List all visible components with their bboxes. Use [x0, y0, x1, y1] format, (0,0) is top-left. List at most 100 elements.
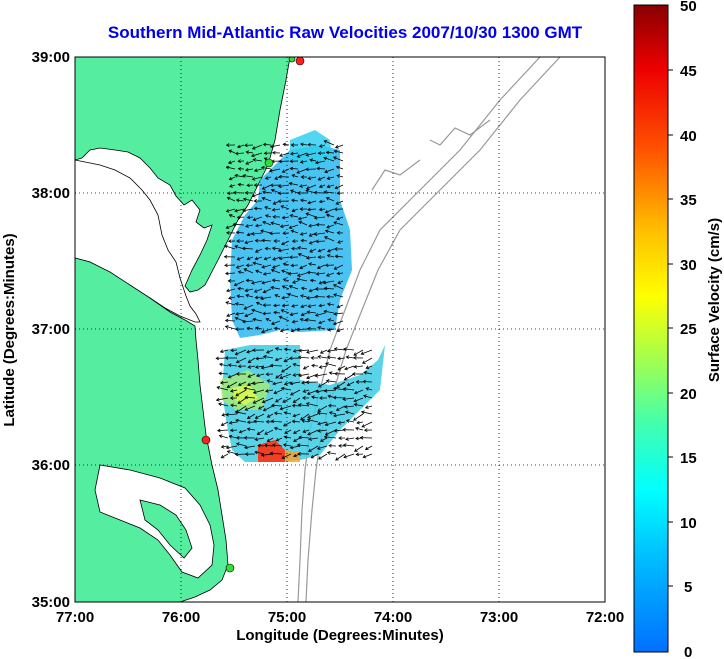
- velocity-arrow: [290, 381, 301, 385]
- velocity-arrow: [354, 403, 364, 407]
- velocity-arrow: [315, 240, 326, 242]
- velocity-arrow-head: [265, 350, 270, 354]
- velocity-arrow: [344, 373, 355, 381]
- velocity-arrow: [299, 436, 310, 439]
- radar-site-marker[interactable]: [295, 57, 305, 66]
- velocity-arrows: [215, 140, 373, 461]
- velocity-arrow-head: [306, 270, 311, 275]
- velocity-arrow: [275, 357, 283, 361]
- velocity-arrow: [235, 419, 247, 423]
- velocity-arrow-head: [309, 249, 313, 253]
- velocity-arrow-head: [314, 287, 319, 291]
- velocity-arrow: [265, 214, 272, 218]
- velocity-arrow: [243, 268, 254, 274]
- velocity-arrow-head: [219, 349, 224, 354]
- velocity-arrow: [261, 365, 274, 369]
- velocity-arrow: [291, 304, 299, 307]
- velocity-arrow: [242, 247, 254, 250]
- velocity-arrow: [327, 452, 337, 455]
- velocity-arrow-head: [235, 442, 240, 446]
- velocity-arrow-head: [333, 266, 338, 270]
- velocity-arrow: [282, 216, 290, 219]
- velocity-arrow: [293, 397, 301, 403]
- velocity-arrow-head: [355, 452, 360, 457]
- velocity-arrow: [303, 365, 310, 370]
- velocity-arrow: [314, 232, 326, 235]
- velocity-arrow-head: [323, 190, 328, 194]
- velocity-arrow: [318, 176, 326, 181]
- radar-site-marker[interactable]: [225, 563, 235, 573]
- velocity-arrow: [270, 144, 281, 148]
- velocity-arrow: [253, 159, 263, 162]
- velocity-arrow-head: [273, 326, 278, 331]
- velocity-arrow-head: [247, 374, 252, 378]
- velocity-arrow: [254, 207, 263, 210]
- velocity-arrow: [356, 421, 364, 424]
- velocity-arrow-head: [242, 197, 247, 202]
- velocity-arrow-head: [235, 359, 240, 364]
- velocity-arrow-head: [269, 363, 274, 368]
- velocity-arrow-head: [335, 165, 340, 170]
- velocity-arrow-head: [237, 182, 242, 187]
- velocity-arrow-head: [279, 375, 284, 380]
- velocity-arrow-head: [282, 399, 286, 403]
- radar-site-marker[interactable]: [288, 56, 296, 63]
- radar-site-marker[interactable]: [264, 158, 274, 168]
- radar-site-marker[interactable]: [201, 435, 211, 445]
- velocity-arrow: [281, 453, 292, 459]
- velocity-arrow: [317, 168, 326, 170]
- velocity-arrow: [300, 199, 308, 202]
- velocity-arrow-head: [316, 166, 320, 171]
- velocity-arrow-head: [344, 404, 348, 409]
- velocity-arrow: [280, 405, 292, 410]
- velocity-arrow: [319, 184, 326, 188]
- velocity-arrow: [306, 256, 317, 259]
- velocity-arrow: [280, 224, 290, 228]
- velocity-arrow: [363, 395, 373, 399]
- velocity-arrow-head: [246, 232, 251, 237]
- velocity-arrow: [236, 443, 247, 447]
- velocity-arrow: [282, 285, 290, 290]
- velocity-arrow-head: [254, 437, 259, 442]
- velocity-arrow: [235, 152, 245, 154]
- velocity-arrow-head: [281, 169, 286, 173]
- velocity-arrow-head: [264, 214, 269, 218]
- velocity-arrow-head: [319, 396, 323, 400]
- velocity-arrow-head: [289, 166, 294, 171]
- velocity-arrow: [236, 357, 247, 363]
- velocity-arrow-head: [261, 238, 265, 243]
- velocity-arrow-head: [317, 384, 322, 388]
- velocity-arrow: [229, 421, 238, 424]
- velocity-arrow-head: [230, 389, 234, 393]
- velocity-arrow: [325, 208, 335, 213]
- velocity-arrow-head: [226, 230, 230, 235]
- velocity-arrow-head: [235, 230, 240, 235]
- velocity-arrow-head: [306, 296, 310, 300]
- velocity-arrow: [227, 381, 238, 388]
- velocity-arrow-head: [291, 208, 296, 213]
- velocity-arrow: [267, 380, 274, 383]
- velocity-arrow: [361, 421, 373, 428]
- velocity-arrow-head: [266, 379, 271, 383]
- velocity-arrow-head: [315, 271, 320, 276]
- velocity-arrow-head: [281, 241, 285, 246]
- velocity-arrow-head: [307, 176, 312, 180]
- velocity-arrow-head: [232, 222, 237, 227]
- velocity-arrow-head: [269, 183, 274, 188]
- velocity-arrow: [363, 453, 373, 458]
- velocity-arrow: [353, 413, 364, 421]
- velocity-arrow: [221, 453, 229, 459]
- velocity-arrow-head: [326, 176, 331, 180]
- y-tick-label: 38:00: [32, 185, 70, 202]
- velocity-arrow-head: [234, 208, 238, 213]
- velocity-arrow: [226, 288, 236, 292]
- velocity-arrow: [275, 347, 283, 351]
- colorbar: [633, 4, 669, 653]
- velocity-arrow-head: [327, 318, 332, 322]
- velocity-arrow-head: [217, 428, 221, 433]
- velocity-arrow-head: [297, 191, 301, 195]
- velocity-arrow: [260, 230, 272, 234]
- velocity-arrow: [298, 221, 308, 226]
- velocity-arrow: [308, 304, 317, 307]
- velocity-arrow-head: [290, 143, 295, 147]
